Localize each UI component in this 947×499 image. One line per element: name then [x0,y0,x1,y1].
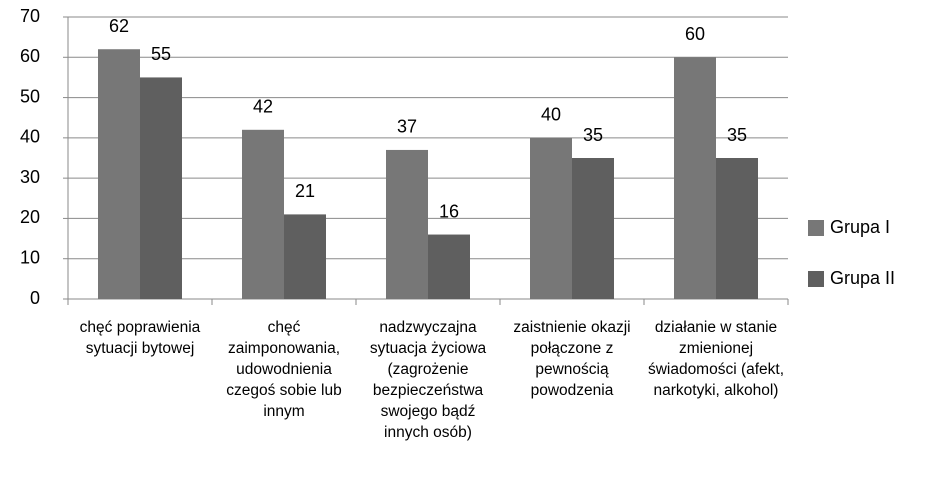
bar [674,57,716,300]
y-tick-label: 30 [20,167,40,187]
data-label: 35 [727,125,747,145]
y-tick-label: 10 [20,247,40,267]
data-label: 37 [397,117,417,137]
y-tick-label: 0 [30,288,40,308]
legend-swatch [808,271,824,287]
data-label: 21 [295,181,315,201]
x-tick-label: chęć poprawienia sytuacji bytowej [79,319,201,357]
x-tick-label: nadzwyczajna sytuacja życiowa (zagrożeni… [369,319,487,441]
x-tick-label: działanie w stanie zmienionej świadomośc… [647,319,785,399]
bar [572,158,614,299]
legend-label: Grupa I [830,217,890,237]
bar [716,158,758,299]
y-tick-label: 40 [20,127,40,147]
bar [242,129,284,299]
data-label: 55 [151,44,171,64]
bar [140,77,182,299]
data-label: 35 [583,125,603,145]
y-tick-label: 70 [20,6,40,26]
x-tick-label: chęć zaimponowania, udowodnienia czegoś … [226,319,342,420]
y-tick-label: 20 [20,207,40,227]
data-label: 16 [439,201,459,221]
x-tick-label: zaistnienie okazji połączone z pewnością… [513,319,631,399]
data-label: 60 [685,24,705,44]
y-tick-label: 60 [20,46,40,66]
bar [386,149,428,299]
legend-label: Grupa II [830,268,895,288]
data-label: 62 [109,16,129,36]
bar [98,49,140,299]
bar [284,214,326,299]
y-tick-label: 50 [20,86,40,106]
bar [428,234,470,299]
data-label: 40 [541,105,561,125]
bar [530,137,572,299]
data-label: 42 [253,97,273,117]
legend-swatch [808,220,824,236]
